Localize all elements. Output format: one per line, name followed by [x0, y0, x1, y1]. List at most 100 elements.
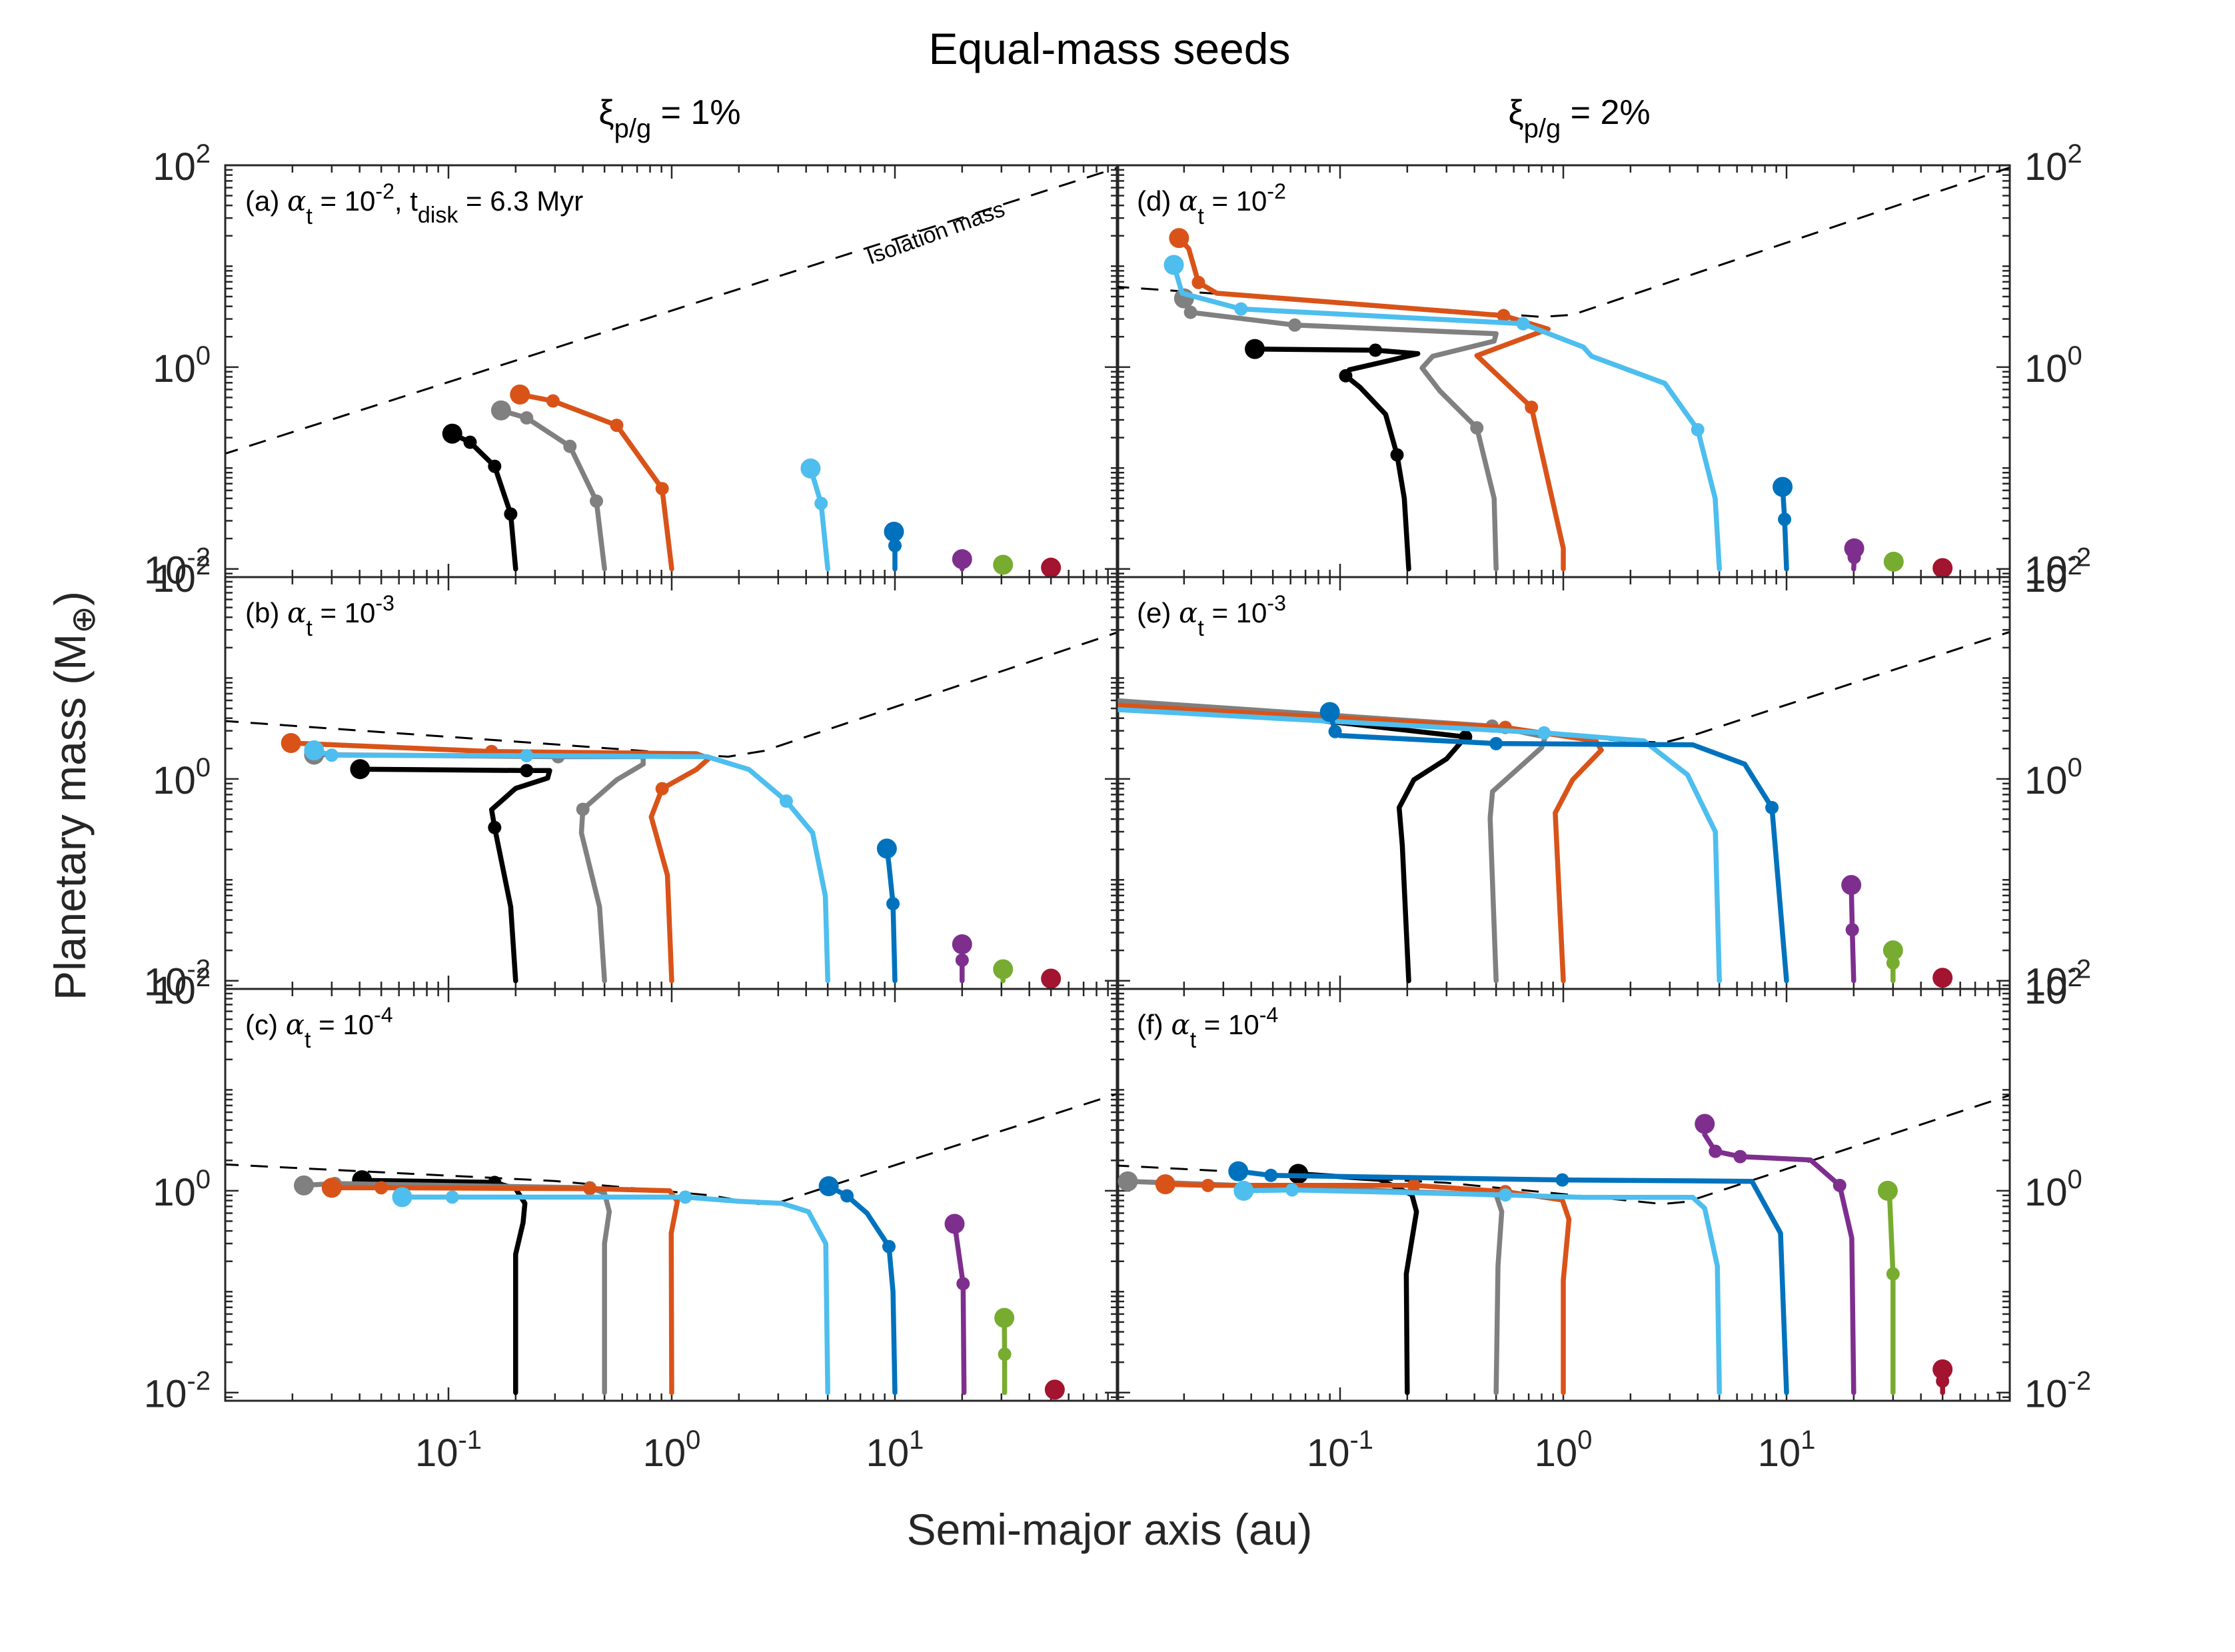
trajectory-line — [399, 1194, 830, 1395]
x-tick-label-base: 10 — [415, 1431, 458, 1475]
time-marker-dot — [1234, 302, 1248, 316]
time-marker-dot — [445, 1190, 459, 1204]
final-position-marker — [994, 1307, 1015, 1328]
time-marker-dot — [840, 1189, 854, 1203]
final-position-marker — [321, 1178, 342, 1198]
panels: (a) αt = 10-2, tdisk = 6.3 Myr Isolation … — [144, 139, 2091, 1475]
y-tick-label-exp: -2 — [187, 955, 211, 984]
time-marker-dot — [576, 802, 590, 816]
time-marker-dot — [655, 782, 669, 796]
trajectory-20-au — [944, 1214, 970, 1395]
y-tick-label-exp: 2 — [2068, 963, 2082, 992]
time-marker-dot — [1765, 800, 1779, 814]
final-position-marker — [281, 732, 301, 753]
time-marker-dot — [882, 1239, 896, 1253]
trajectory-20-au — [1844, 538, 1864, 572]
y-tick-label-base: 10 — [153, 347, 196, 391]
y-tick-label-base: 10 — [2024, 759, 2068, 802]
time-marker-dot — [1285, 1183, 1299, 1197]
panel-c-ticks — [224, 989, 1118, 1401]
final-position-marker — [442, 423, 462, 444]
trajectory-30-au — [993, 959, 1014, 984]
panel-c-plot-area — [225, 1092, 1118, 1400]
panel-label-sub: t — [1197, 204, 1204, 229]
time-marker-dot — [1778, 512, 1792, 526]
trajectory-5-au — [800, 458, 830, 572]
trajectory-20-au — [952, 549, 972, 572]
time-marker-dot — [956, 1277, 970, 1291]
final-position-marker — [1932, 1359, 1953, 1379]
time-marker-dot — [374, 1181, 388, 1195]
column-title-right: ξp/g = 2% — [1508, 93, 1650, 143]
time-marker-dot — [1264, 1168, 1278, 1182]
panel-label-a: (a) αt = 10-2, tdisk = 6.3 Myr — [245, 179, 583, 229]
trajectory-50-au — [1044, 1379, 1065, 1400]
panel-d-plot-area — [1117, 166, 2010, 577]
time-marker-dot — [814, 496, 828, 510]
final-position-marker — [884, 521, 904, 542]
panel-label-exp: -2 — [1267, 179, 1285, 203]
final-position-marker — [350, 759, 371, 780]
y-tick-label-base: 10 — [153, 557, 196, 600]
y-tick-label-base: 10 — [153, 969, 196, 1012]
column-title-left-sub: p/g — [614, 114, 652, 143]
y-tick-label-exp: -2 — [187, 1367, 211, 1396]
x-tick-label-exp: 1 — [1801, 1425, 1815, 1455]
time-marker-dot — [325, 748, 339, 762]
final-position-marker — [1695, 1114, 1715, 1134]
time-marker-dot — [590, 494, 604, 508]
time-marker-dot — [1489, 736, 1503, 750]
time-marker-dot — [1339, 369, 1353, 383]
y-tick-label-exp: 2 — [2068, 139, 2082, 169]
y-tick-label: 100 — [2024, 341, 2082, 391]
time-marker-dot — [1525, 401, 1539, 414]
time-marker-dot — [1369, 343, 1383, 357]
final-position-marker — [1041, 557, 1062, 577]
final-position-marker — [952, 549, 972, 570]
y-tick-label: 100 — [2024, 1165, 2082, 1214]
trajectory-20-au — [952, 934, 972, 984]
trajectory-1-au — [510, 385, 674, 572]
y-tick-label-exp: -2 — [187, 543, 211, 572]
x-tick-label-exp: -1 — [1349, 1425, 1373, 1455]
time-marker-dot — [888, 538, 902, 552]
x-tick-label-exp: -1 — [458, 1425, 482, 1455]
trajectory-30-au — [1883, 551, 1904, 572]
time-marker-dot — [520, 748, 534, 762]
panel-label-sub: t — [305, 1028, 311, 1053]
y-tick-label-exp: 0 — [2068, 1165, 2082, 1194]
panel-label-sub: t — [306, 204, 313, 229]
y-tick-label: 102 — [2024, 139, 2082, 189]
trajectory-10-au — [818, 1176, 898, 1395]
time-marker-dot — [955, 953, 969, 967]
panel-label-prefix: (d) — [1137, 185, 1179, 217]
panel-label-sub: t — [306, 616, 313, 641]
final-position-marker — [1932, 558, 1953, 577]
y-tick-label-exp: 2 — [196, 139, 211, 169]
final-position-marker — [304, 740, 325, 760]
time-marker-dot — [678, 1190, 692, 1204]
y-axis-label-end: ) — [45, 591, 95, 606]
column-title-right-symbol: ξ — [1508, 93, 1523, 132]
x-tick-label-base: 10 — [866, 1431, 910, 1475]
panel-label-alpha: α — [1179, 185, 1197, 217]
panel-label-eq: = 10 — [1204, 597, 1267, 628]
final-position-marker — [993, 554, 1014, 575]
y-tick-label: 100 — [153, 753, 211, 802]
y-tick-label-exp: 0 — [196, 1165, 211, 1194]
trajectory-50-au — [1932, 968, 1953, 988]
x-tick-label: 100 — [643, 1425, 701, 1475]
x-tick-label: 101 — [1758, 1425, 1816, 1475]
time-marker-dot — [583, 1182, 597, 1196]
final-position-marker — [818, 1176, 839, 1197]
column-title-left-rest: = 1% — [651, 93, 740, 132]
final-position-marker — [1041, 968, 1062, 989]
column-title-left-symbol: ξ — [598, 93, 614, 132]
y-tick-label: 10-2 — [144, 543, 211, 592]
trajectory-0-5-au — [490, 400, 607, 572]
trajectory-10-au — [876, 838, 900, 984]
time-marker-dot — [1886, 1267, 1900, 1281]
y-tick-label: 100 — [153, 341, 211, 391]
